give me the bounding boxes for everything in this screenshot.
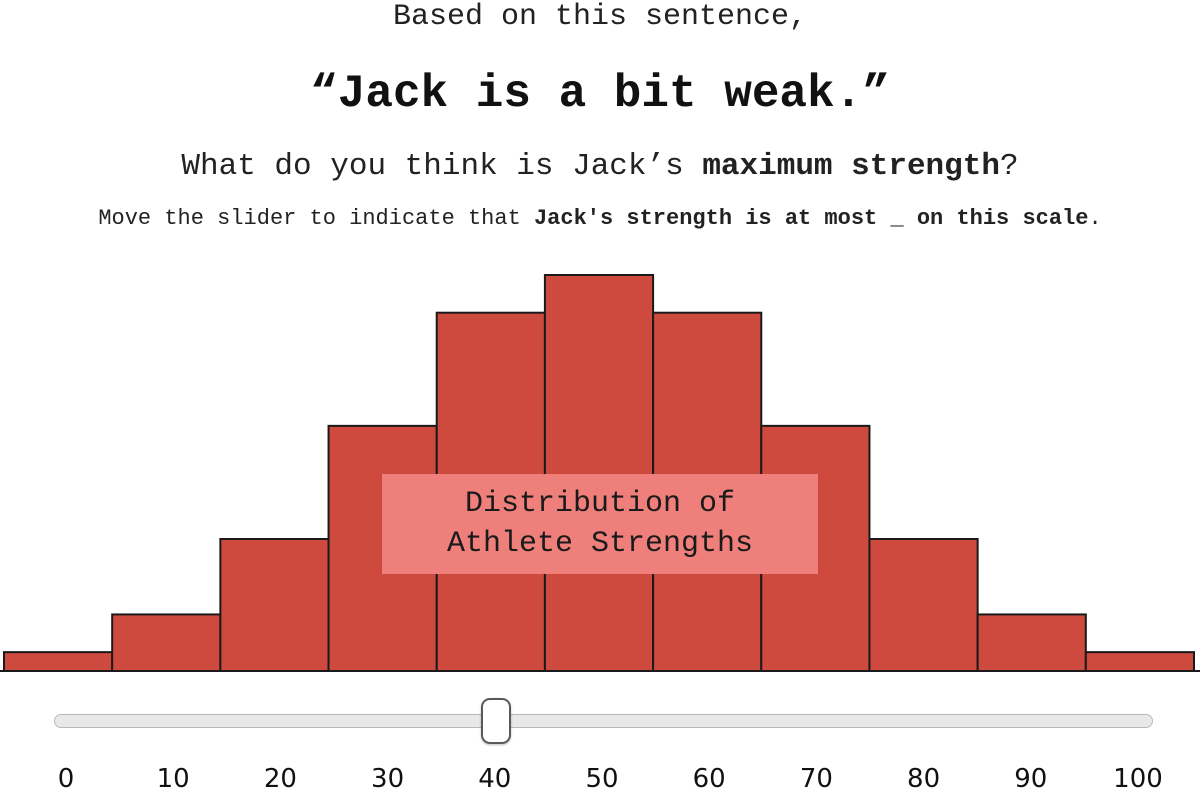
strength-histogram: [0, 274, 1200, 672]
slider-tick-100: 100: [1113, 764, 1163, 794]
instruction-text-part: Move the slider to indicate that: [98, 206, 534, 231]
histogram-bar-100: [1084, 651, 1196, 672]
instruction-emphasis: Jack's strength is at most _ on this sca…: [533, 206, 1089, 231]
histogram-label: Distribution of Athlete Strengths: [382, 474, 818, 574]
slider-tick-90: 90: [1014, 764, 1048, 794]
slider-tick-50: 50: [585, 764, 619, 794]
question-mark: ?: [999, 149, 1019, 184]
histogram-bar-20: [219, 538, 330, 672]
histogram-label-line-2: Athlete Strengths: [446, 527, 754, 561]
instruction-text: Move the slider to indicate that Jack's …: [0, 205, 1200, 233]
slider-tick-30: 30: [371, 764, 405, 794]
histogram-label-line-1: Distribution of: [464, 487, 736, 521]
slider-tick-20: 20: [263, 764, 297, 794]
histogram-bar-50: [543, 274, 655, 672]
slider-tick-80: 80: [907, 764, 941, 794]
question-text: What do you think is Jack’s maximum stre…: [0, 149, 1200, 185]
strength-slider-track[interactable]: [54, 714, 1153, 728]
intro-text: Based on this sentence,: [392, 0, 808, 34]
instruction-period: .: [1088, 206, 1102, 231]
histogram-bar-0: [3, 651, 114, 672]
histogram-bar-10: [111, 613, 222, 672]
question-emphasis: maximum strength: [702, 149, 1000, 184]
slider-tick-10: 10: [156, 764, 190, 794]
histogram-bar-80: [868, 538, 979, 672]
histogram-bar-90: [976, 613, 1087, 672]
strength-slider-thumb[interactable]: [480, 698, 511, 744]
slider-tick-40: 40: [478, 764, 512, 794]
slider-tick-0: 0: [57, 764, 75, 794]
question-text-part: What do you think is Jack’s: [181, 149, 703, 184]
slider-tick-70: 70: [799, 764, 833, 794]
slider-tick-60: 60: [692, 764, 726, 794]
target-sentence: “Jack is a bit weak.”: [310, 68, 890, 120]
slider-tick-labels: 0 10 20 30 40 50 60 70 80 90 100: [0, 762, 1200, 796]
